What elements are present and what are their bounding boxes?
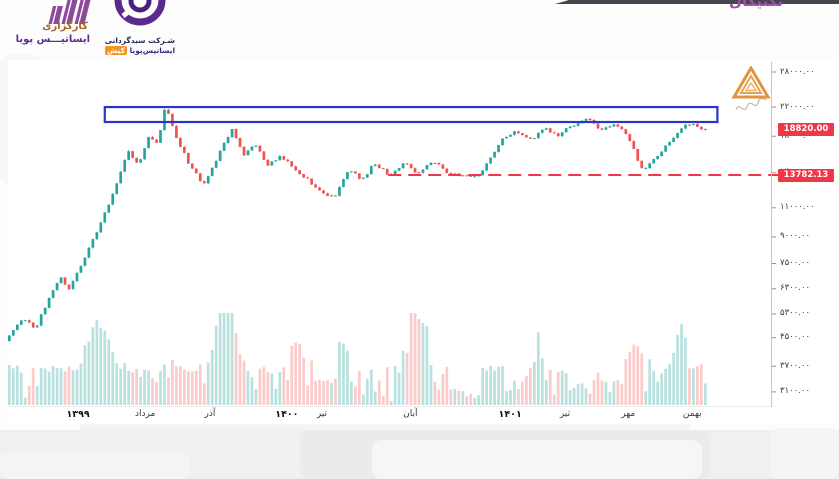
background-card [770,428,839,479]
time-tick-label: تیر [559,409,571,419]
volume-layer [8,313,707,405]
watermark-logo [731,65,771,112]
bar-chart-icon [48,0,92,24]
time-tick-label: مهر [621,409,636,419]
header-ribbon: تکنیکال [555,0,839,12]
time-tick-label: ۱۴۰۱ [498,409,522,420]
broker-logo-title: کارگزاری [42,21,88,32]
kish-badge: کیش [104,46,127,55]
resistance-box [103,105,719,124]
time-tick-label: ۱۴۰۰ [275,409,299,420]
price-tick-label: ۲۸۰۰۰.۰۰ [780,66,815,77]
time-tick-label: بهمن [682,409,702,419]
company-logo-title: شـرکت سبدگردانی [104,36,176,45]
swirl-circle-icon [114,0,166,26]
time-tick-label: مرداد [135,409,156,419]
background-card [0,452,190,479]
price-tick-label: ۳۱۰۰.۰۰ [780,386,811,397]
time-tick-label: آبان [403,409,418,419]
price-tick-label: ۹۰۰۰.۰۰ [780,231,811,242]
price-tick-label: ۷۵۰۰.۰۰ [780,257,811,268]
axis-layer [8,62,776,407]
time-tick-label: ۱۳۹۹ [66,409,90,420]
last-price-badge: 18820.00 [778,123,834,137]
triangle-spiral-icon [731,65,771,99]
annotations-layer [103,105,780,177]
broker-logo-subtitle: ایساتیـــس پویا [15,34,90,45]
company-logo: شـرکت سبدگردانی ایساتیس‌پویا کیش [100,0,180,62]
background-card [372,440,702,479]
company-logo-subtitle: ایساتیس‌پویا کیش [104,46,176,55]
price-tick-label: ۳۷۰۰.۰۰ [780,360,811,371]
watermark-caption [735,98,767,110]
support-price-badge: 13782.13 [778,168,834,182]
price-tick-label: ۶۳۰۰.۰۰ [780,283,811,294]
time-tick-label: آذر [204,409,216,419]
price-tick-label: ۵۳۰۰.۰۰ [780,308,811,319]
candles-layer [8,108,707,342]
time-tick-label: تیر [316,409,328,419]
price-tick-label: ۱۱۰۰۰.۰۰ [780,202,815,213]
ribbon-bar [555,0,839,4]
broker-logo: کارگزاری ایساتیـــس پویا [0,0,96,52]
price-tick-label: ۲۲۰۰۰.۰۰ [780,101,815,112]
price-tick-label: ۴۵۰۰.۰۰ [780,332,811,343]
header-ribbon-text: تکنیکال [729,0,783,10]
chart-panel [8,60,838,424]
